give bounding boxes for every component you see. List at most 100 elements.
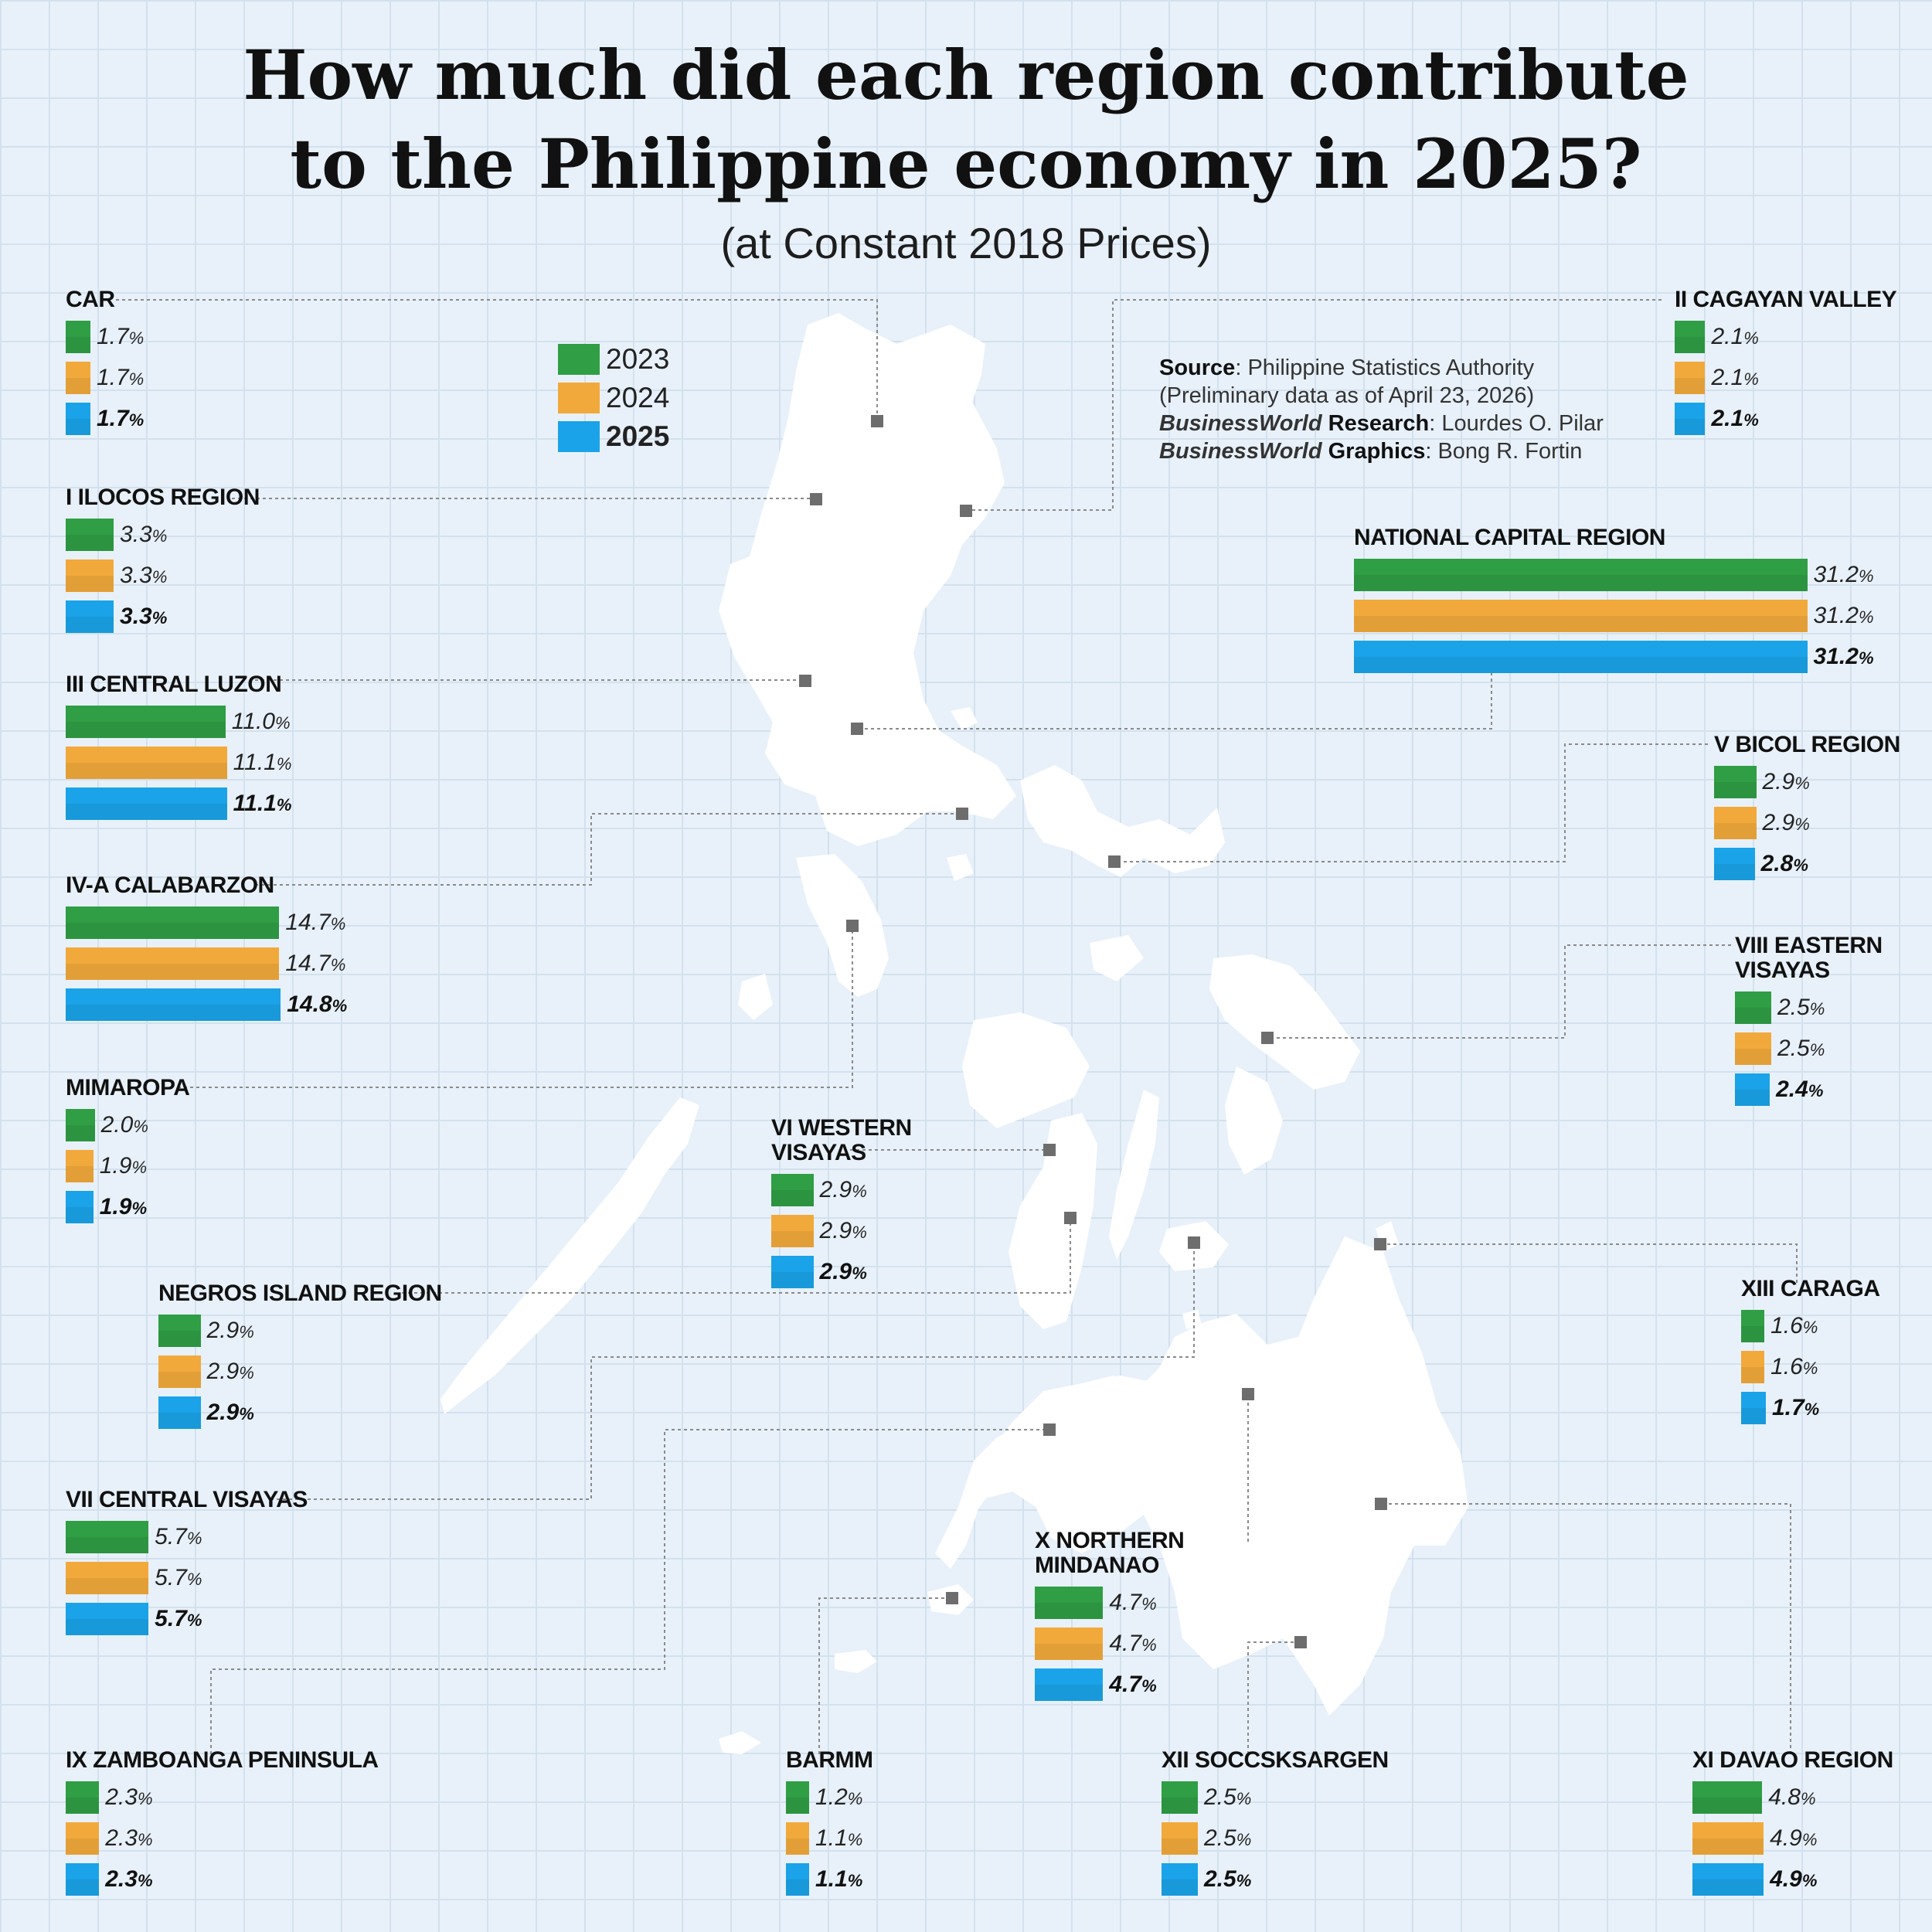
value-unit: % — [1141, 1594, 1157, 1614]
bar-2024 — [66, 947, 280, 980]
region-bars: 11.0% 11.1% 11.1% — [66, 706, 291, 820]
marker-bicol — [1108, 855, 1121, 868]
value-number: 14.7 — [285, 910, 331, 935]
bar-2024 — [66, 1562, 149, 1594]
bar-row-2024: 1.1% — [786, 1822, 872, 1855]
bar-row-2025: 1.1% — [786, 1863, 872, 1896]
bar-row-2023: 2.1% — [1675, 321, 1896, 353]
region-name: VII CENTRAL VISAYAS — [66, 1487, 308, 1512]
bar-2024 — [1735, 1032, 1771, 1065]
value-unit: % — [852, 1264, 867, 1283]
value-unit: % — [1236, 1830, 1252, 1849]
value-number: 2.9 — [819, 1259, 852, 1284]
bar-row-2024: 4.7% — [1035, 1628, 1184, 1660]
value-number: 2.5 — [1777, 995, 1810, 1020]
value-number: 5.7 — [155, 1606, 187, 1631]
value-number: 4.8 — [1768, 1784, 1801, 1810]
value-unit: % — [186, 1570, 202, 1589]
value-number: 1.7 — [96, 365, 129, 390]
value-unit: % — [1809, 1040, 1825, 1060]
region-name: IV-A CALABARZON — [66, 872, 274, 898]
value-unit: % — [133, 1117, 148, 1136]
bar-2025 — [66, 600, 114, 633]
map-bicol — [1020, 765, 1225, 877]
value-label-2024: 2.9% — [1763, 810, 1810, 836]
region-davao: XI DAVAO REGION 4.8% 4.9% 4.9% — [1692, 1748, 1893, 1896]
bar-2024 — [66, 362, 90, 394]
value-number: 1.9 — [99, 1194, 132, 1219]
value-label-2024: 11.1% — [233, 750, 292, 776]
bar-2024 — [66, 747, 227, 779]
bar-row-2024: 1.9% — [66, 1150, 189, 1182]
value-unit: % — [1802, 1359, 1818, 1378]
bar-2025 — [66, 1863, 100, 1896]
value-label-2024: 2.1% — [1711, 365, 1758, 391]
value-number: 2.0 — [100, 1112, 134, 1138]
value-number: 2.5 — [1777, 1036, 1810, 1061]
value-unit: % — [128, 369, 145, 389]
bar-2024 — [771, 1215, 814, 1247]
region-name-line: VI WESTERN — [771, 1115, 912, 1141]
bar-row-2023: 2.0% — [66, 1109, 189, 1141]
bar-row-2025: 3.3% — [66, 600, 260, 633]
value-label-2023: 2.9% — [1763, 769, 1810, 795]
region-bars: 2.9% 2.9% 2.9% — [771, 1174, 912, 1288]
value-label-2025: 4.7% — [1109, 1672, 1156, 1698]
title-line-1: How much did each region contribute — [243, 35, 1689, 115]
graphics-key: Graphics — [1321, 439, 1426, 464]
value-number: 11.1 — [233, 791, 277, 816]
bar-2023 — [66, 1781, 100, 1814]
bar-2025 — [1354, 641, 1808, 673]
marker-western-visayas — [1043, 1144, 1056, 1156]
value-number: 2.5 — [1204, 1866, 1236, 1892]
bar-row-2023: 5.7% — [66, 1521, 308, 1553]
value-unit: % — [276, 754, 292, 774]
value-number: 2.1 — [1711, 406, 1744, 431]
value-number: 2.1 — [1711, 324, 1744, 349]
value-label-2024: 1.7% — [97, 365, 144, 391]
bar-2024 — [1354, 600, 1808, 632]
value-label-2024: 5.7% — [155, 1565, 202, 1591]
legend-label-2025: 2025 — [606, 420, 670, 452]
bar-2024 — [1675, 362, 1706, 394]
map-negros — [1009, 1113, 1097, 1329]
marker-caraga — [1374, 1238, 1386, 1250]
marker-cagayan — [960, 505, 972, 517]
map-tawi — [719, 1731, 761, 1754]
chart-subtitle: (at Constant 2018 Prices) — [720, 219, 1212, 267]
bar-row-2025: 1.9% — [66, 1191, 189, 1223]
bar-row-2024: 4.9% — [1692, 1822, 1893, 1855]
value-number: 14.8 — [287, 992, 332, 1017]
region-bars: 2.9% 2.9% 2.9% — [158, 1315, 442, 1429]
value-label-2024: 1.9% — [100, 1153, 147, 1179]
value-unit: % — [1743, 328, 1759, 348]
bar-row-2025: 1.7% — [1741, 1392, 1880, 1424]
bar-2023 — [66, 321, 90, 353]
value-unit: % — [186, 1529, 202, 1548]
value-number: 2.3 — [105, 1866, 138, 1892]
value-label-2024: 14.7% — [285, 951, 345, 977]
bar-row-2023: 1.2% — [786, 1781, 872, 1814]
value-unit: % — [1236, 1789, 1252, 1808]
bar-row-2025: 2.8% — [1714, 848, 1900, 880]
value-label-2024: 2.3% — [105, 1825, 152, 1852]
value-label-2023: 1.2% — [815, 1784, 862, 1811]
bar-row-2024: 2.3% — [66, 1822, 379, 1855]
marker-car — [871, 415, 883, 427]
region-bars: 2.3% 2.3% 2.3% — [66, 1781, 379, 1896]
region-negros: NEGROS ISLAND REGION 2.9% 2.9% 2.9% — [158, 1281, 442, 1429]
region-eastern-visayas: VIII EASTERN VISAYAS 2.5% 2.5% 2.4% — [1735, 934, 1883, 1106]
bar-row-2025: 1.7% — [66, 403, 144, 435]
research-key: Research — [1321, 411, 1430, 436]
title-line-2: to the Philippine economy in 2025? — [290, 124, 1642, 204]
value-label-2023: 14.7% — [285, 910, 345, 936]
leader-barmm — [818, 1597, 952, 1754]
value-unit: % — [330, 914, 346, 934]
bar-row-2025: 2.1% — [1675, 403, 1896, 435]
region-ilocos: I ILOCOS REGION 3.3% 3.3% 3.3% — [66, 485, 260, 633]
region-name: XI DAVAO REGION — [1692, 1747, 1893, 1773]
value-label-2024: 4.7% — [1109, 1631, 1156, 1657]
bar-2025 — [786, 1863, 809, 1896]
value-label-2025: 31.2% — [1814, 644, 1874, 670]
